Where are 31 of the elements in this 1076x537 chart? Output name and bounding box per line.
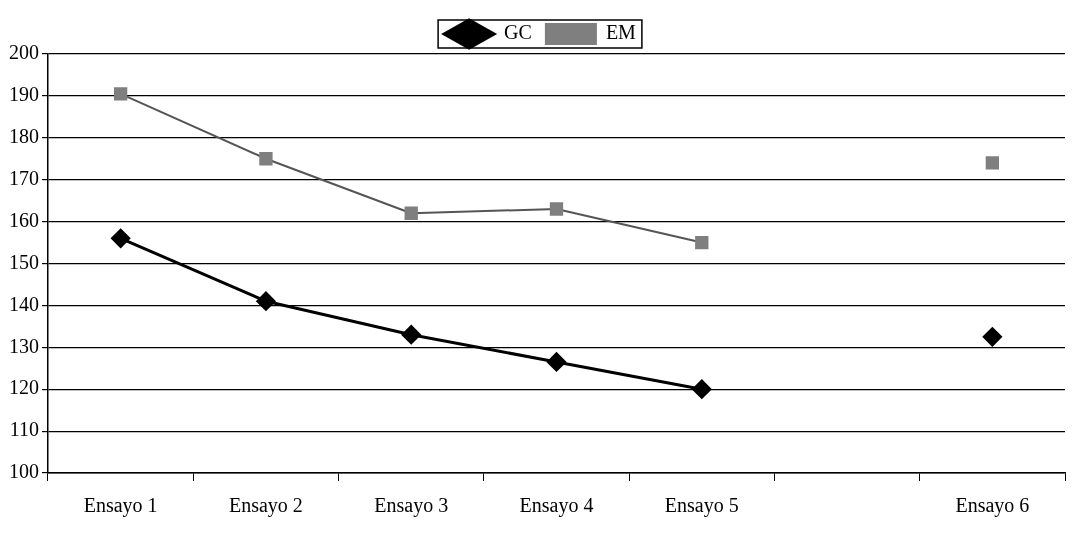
- point: [985, 156, 1000, 170]
- legend-label: GC: [504, 21, 532, 44]
- x-tick-label: Ensayo 4: [519, 494, 594, 518]
- y-tick-label: 140: [9, 292, 39, 315]
- point: [692, 379, 712, 399]
- point: [111, 228, 131, 248]
- y-tick-label: 120: [9, 376, 39, 399]
- point: [259, 152, 273, 166]
- x-tick-label: Ensayo 5: [664, 494, 739, 518]
- y-tick-label: 150: [9, 250, 39, 273]
- point: [549, 202, 564, 216]
- y-tick-label: 180: [9, 125, 39, 148]
- point: [982, 327, 1002, 347]
- point: [401, 325, 421, 345]
- x-tick-label: Ensayo 3: [374, 494, 449, 518]
- x-tick-label: Ensayo 1: [83, 494, 158, 518]
- point: [113, 87, 128, 101]
- point: [404, 206, 418, 220]
- point: [547, 352, 566, 372]
- y-tick-label: 200: [9, 41, 39, 64]
- y-tick-label: 170: [9, 166, 39, 189]
- y-tick-label: 110: [9, 418, 39, 441]
- x-tick-label: Ensayo 2: [228, 494, 303, 518]
- x-tick-label: Ensayo 6: [955, 494, 1030, 518]
- y-tick-label: 160: [9, 208, 39, 231]
- y-tick-label: 100: [9, 460, 39, 483]
- point: [256, 291, 276, 311]
- legend-label: EM: [605, 21, 637, 44]
- y-tick-label: 190: [9, 83, 39, 106]
- y-tick-label: 130: [9, 334, 39, 357]
- point: [695, 235, 709, 250]
